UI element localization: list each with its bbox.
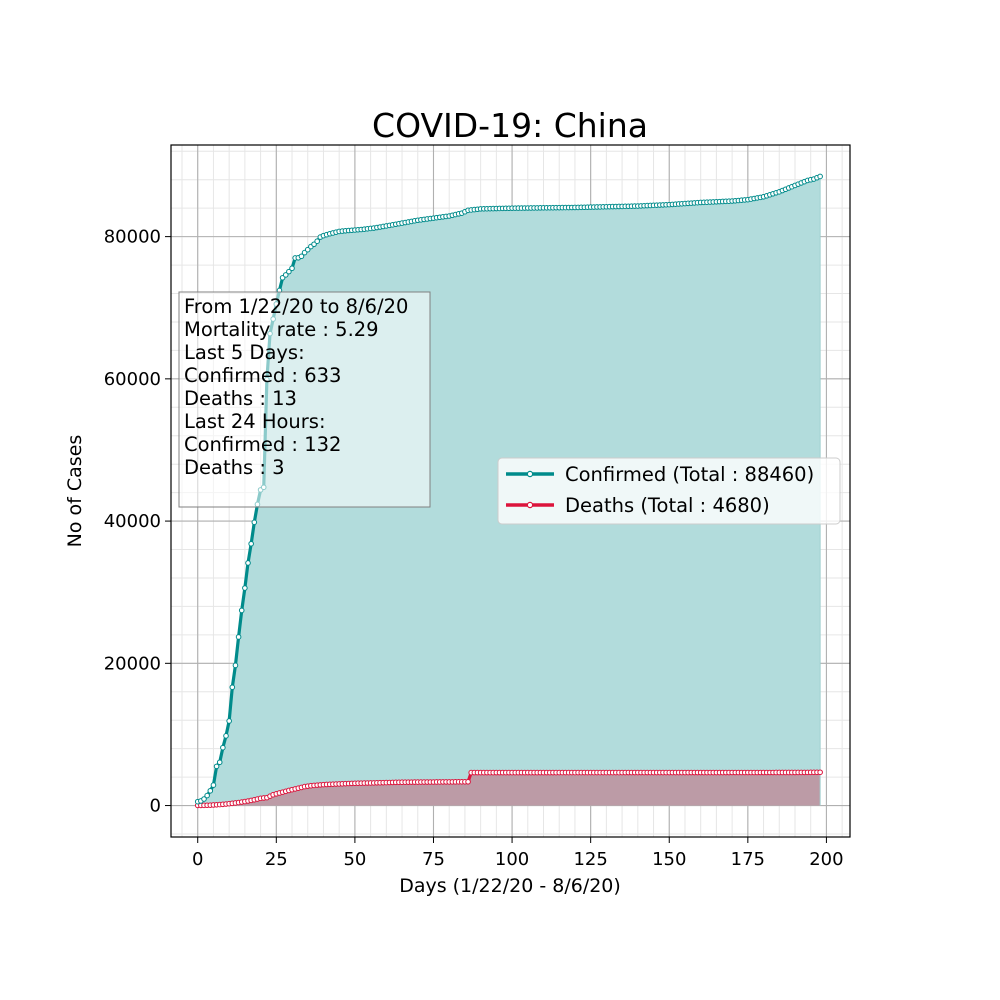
annotation-box: From 1/22/20 to 8/6/20 Mortality rate : … — [178, 291, 431, 508]
x-tick-label: 150 — [652, 849, 686, 870]
confirmed-point — [251, 519, 258, 526]
x-tick-label: 75 — [422, 849, 445, 870]
annotation-line-6: Last 24 Hours: — [184, 410, 326, 433]
legend-deaths-label: Deaths (Total : 4680) — [565, 494, 770, 517]
deaths-point — [465, 778, 471, 785]
confirmed-point — [245, 560, 251, 566]
plot-frame — [170, 144, 851, 838]
legend-confirmed-marker — [526, 470, 534, 478]
confirmed-point — [223, 733, 229, 739]
annotation-line-1: From 1/22/20 to 8/6/20 — [184, 295, 408, 318]
x-tick-label: 25 — [265, 849, 288, 870]
x-axis-ticks: 0 25 50 75 100 125 150 175 200 — [192, 837, 844, 870]
confirmed-point — [207, 787, 214, 794]
legend-confirmed-label: Confirmed (Total : 88460) — [565, 463, 814, 486]
annotation-line-5: Deaths : 13 — [184, 387, 297, 410]
x-tick-label: 200 — [809, 849, 843, 870]
x-tick-label: 50 — [343, 849, 366, 870]
confirmed-point — [289, 265, 295, 272]
confirmed-point — [229, 684, 236, 691]
deaths-point — [817, 769, 823, 776]
confirmed-point — [216, 759, 223, 766]
y-tick-label: 0 — [150, 796, 161, 817]
chart-title: COVID-19: China — [372, 106, 648, 145]
confirmed-point — [282, 272, 289, 278]
confirmed-point — [235, 634, 242, 640]
legend-deaths-marker — [526, 501, 534, 509]
confirmed-point — [210, 782, 217, 788]
confirmed-point — [226, 718, 232, 724]
x-tick-label: 175 — [731, 849, 765, 870]
y-axis-label: No of Cases — [64, 435, 86, 548]
legend: Confirmed (Total : 88460) Deaths (Total … — [497, 457, 841, 525]
confirmed-point — [213, 763, 220, 770]
annotation-line-4: Confirmed : 633 — [184, 364, 341, 387]
y-tick-label: 80000 — [104, 227, 161, 248]
confirmed-point — [232, 662, 239, 669]
x-axis-label: Days (1/22/20 - 8/6/20) — [399, 875, 621, 897]
x-tick-label: 125 — [573, 849, 607, 870]
deaths-area — [197, 772, 821, 806]
confirmed-point — [314, 238, 320, 244]
confirmed-point — [201, 796, 207, 802]
annotation-line-7: Confirmed : 132 — [184, 433, 341, 456]
annotation-line-2: Mortality rate : 5.29 — [184, 318, 379, 341]
confirmed-point — [204, 792, 210, 799]
y-tick-label: 40000 — [104, 511, 161, 532]
confirmed-point — [817, 173, 823, 180]
series-markers — [194, 173, 823, 809]
y-tick-label: 60000 — [104, 369, 161, 390]
annotation-line-3: Last 5 Days: — [184, 341, 305, 364]
confirmed-point — [242, 585, 248, 591]
annotation-line-8: Deaths : 3 — [184, 456, 285, 479]
confirmed-point — [238, 607, 245, 614]
x-tick-label: 0 — [192, 849, 203, 870]
confirmed-point — [220, 744, 226, 751]
y-axis-ticks: 0 20000 40000 60000 80000 — [104, 227, 171, 817]
confirmed-point — [298, 253, 305, 260]
confirmed-point — [248, 540, 254, 547]
confirmed-point — [286, 268, 292, 275]
x-tick-label: 100 — [495, 849, 529, 870]
y-tick-label: 20000 — [104, 653, 161, 674]
